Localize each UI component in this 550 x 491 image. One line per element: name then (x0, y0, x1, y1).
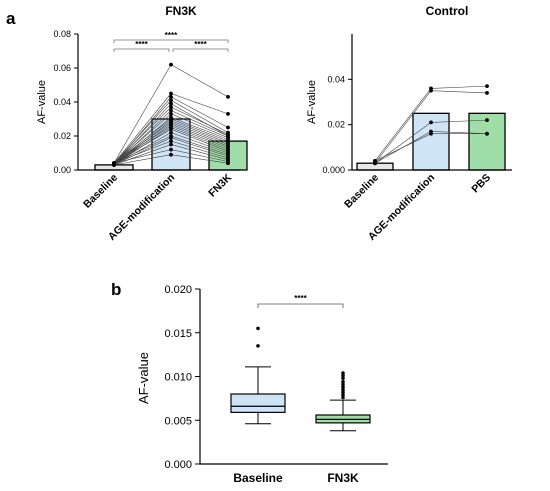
chart-boxplot-ytick-label: 0.020 (164, 284, 192, 296)
chart-control-point (429, 88, 433, 93)
chart-fn3k-point (169, 95, 173, 99)
chart-control-point (485, 91, 489, 95)
chart-control-point (429, 120, 433, 125)
chart-fn3k-point (169, 152, 173, 157)
chart-fn3k-category-label: Baseline (81, 172, 120, 211)
chart-fn3k-ytick-label: 0.06 (53, 63, 71, 73)
chart-fn3k-point (169, 127, 173, 132)
chart-control-axes (351, 34, 512, 171)
chart-control-point (485, 118, 489, 123)
chart-fn3k-significance-label: **** (194, 40, 207, 49)
chart-fn3k-point (169, 105, 173, 109)
chart-control-category-label: PBS (469, 172, 493, 196)
chart-fn3k-point (169, 142, 173, 147)
chart-boxplot-outlier (341, 371, 345, 375)
chart-fn3k-point (226, 161, 230, 166)
chart-fn3k-point (169, 135, 173, 140)
chart-boxplot-outlier (341, 376, 345, 381)
chart-fn3k-significance-label: **** (165, 31, 178, 40)
chart-fn3k-point (169, 62, 173, 67)
chart-boxplot-outlier (341, 395, 345, 400)
chart-fn3k-point (226, 112, 230, 116)
chart-boxplot-ytick-label: 0.000 (164, 459, 192, 471)
chart-boxplot-category-label: FN3K (327, 471, 359, 485)
chart-boxplot-outlier (341, 387, 345, 392)
chart-boxplot-ylabel: AF-value (136, 352, 151, 404)
chart-fn3k-ytick-label: 0.04 (53, 97, 71, 107)
chart-fn3k-ytick-label: 0.02 (53, 131, 71, 141)
chart-fn3k-point (226, 95, 230, 99)
chart-fn3k-point (169, 139, 173, 144)
chart-boxplot-significance-label: **** (294, 294, 307, 303)
panel-letter-a: a (6, 9, 16, 28)
chart-boxplot-outlier (341, 382, 345, 387)
chart-boxplot-category-label: Baseline (233, 471, 283, 485)
panel-letter-b: b (111, 280, 121, 299)
chart-fn3k-ylabel: AF-value (36, 80, 48, 124)
chart-fn3k-point (169, 98, 173, 103)
chart-fn3k-point (169, 112, 173, 116)
chart-fn3k-significance-bracket (113, 39, 229, 43)
chart-boxplot-significance-bracket (257, 303, 344, 308)
chart-boxplot-outlier (341, 379, 345, 384)
chart-control-title: Control (426, 4, 469, 18)
chart-control-point (373, 159, 377, 163)
chart-boxplot-outlier (256, 344, 260, 348)
chart-fn3k-point (169, 101, 173, 106)
chart-fn3k-significance-bracket (172, 48, 229, 52)
chart-boxplot-outlier (341, 385, 345, 389)
chart-boxplot-outlier (256, 326, 260, 331)
chart-fn3k-axes (77, 34, 240, 171)
chart-control-ytick-label: 0.000 (322, 165, 345, 175)
chart-fn3k-point (169, 130, 173, 135)
chart-control-ylabel: AF-value (306, 80, 318, 124)
chart-fn3k-category-label: FN3K (206, 171, 234, 199)
chart-fn3k-title: FN3K (165, 4, 197, 18)
chart-fn3k-ytick-label: 0.08 (53, 29, 71, 39)
chart-fn3k-point (169, 91, 173, 96)
chart-boxplot-outlier (341, 390, 345, 395)
chart-fn3k-point (112, 163, 116, 167)
chart-boxplot-ytick-label: 0.010 (164, 372, 192, 384)
chart-boxplot-outlier (341, 393, 345, 397)
chart-control-ytick-label: 0.02 (327, 120, 345, 130)
chart-fn3k-significance-bracket (113, 48, 170, 52)
chart-boxplot-outlier (341, 373, 345, 378)
chart-boxplot-box (230, 393, 286, 413)
chart-fn3k-point (169, 108, 173, 113)
chart-boxplot-axes (199, 289, 388, 465)
chart-fn3k-significance-label: **** (135, 40, 148, 49)
chart-fn3k: FN3K AF-value 0.00 0.02 0.04 0.06 0.08 **** *… (36, 4, 248, 243)
chart-fn3k-point (169, 147, 173, 152)
chart-control-point (429, 131, 433, 136)
chart-control-point (485, 84, 489, 89)
chart-control-ytick-label: 0.04 (327, 74, 345, 84)
chart-boxplot-ytick-label: 0.015 (164, 328, 192, 340)
chart-fn3k-point (226, 125, 230, 130)
chart-control-category-label: Baseline (342, 172, 381, 211)
chart-control-point (485, 131, 489, 136)
chart-boxplot-ytick-label: 0.005 (164, 415, 192, 427)
chart-fn3k-ytick-label: 0.00 (53, 165, 71, 175)
